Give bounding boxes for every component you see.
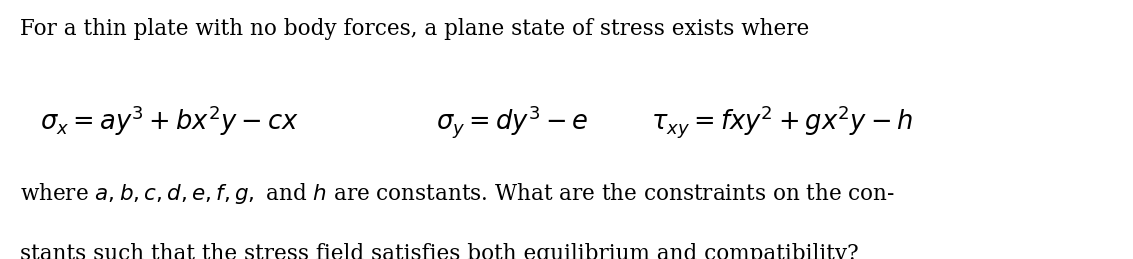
Text: $\sigma_x = ay^3 + bx^2y - cx$: $\sigma_x = ay^3 + bx^2y - cx$ — [40, 104, 299, 138]
Text: stants such that the stress field satisfies both equilibrium and compatibility?: stants such that the stress field satisf… — [20, 243, 859, 259]
Text: where $a, b, c, d, e, f, g,$ and $h$ are constants. What are the constraints on : where $a, b, c, d, e, f, g,$ and $h$ are… — [20, 181, 895, 206]
Text: $\sigma_y = dy^3 - e$: $\sigma_y = dy^3 - e$ — [436, 104, 589, 140]
Text: $\tau_{xy} = fxy^2 + gx^2y - h$: $\tau_{xy} = fxy^2 + gx^2y - h$ — [651, 104, 913, 140]
Text: For a thin plate with no body forces, a plane state of stress exists where: For a thin plate with no body forces, a … — [20, 18, 810, 40]
